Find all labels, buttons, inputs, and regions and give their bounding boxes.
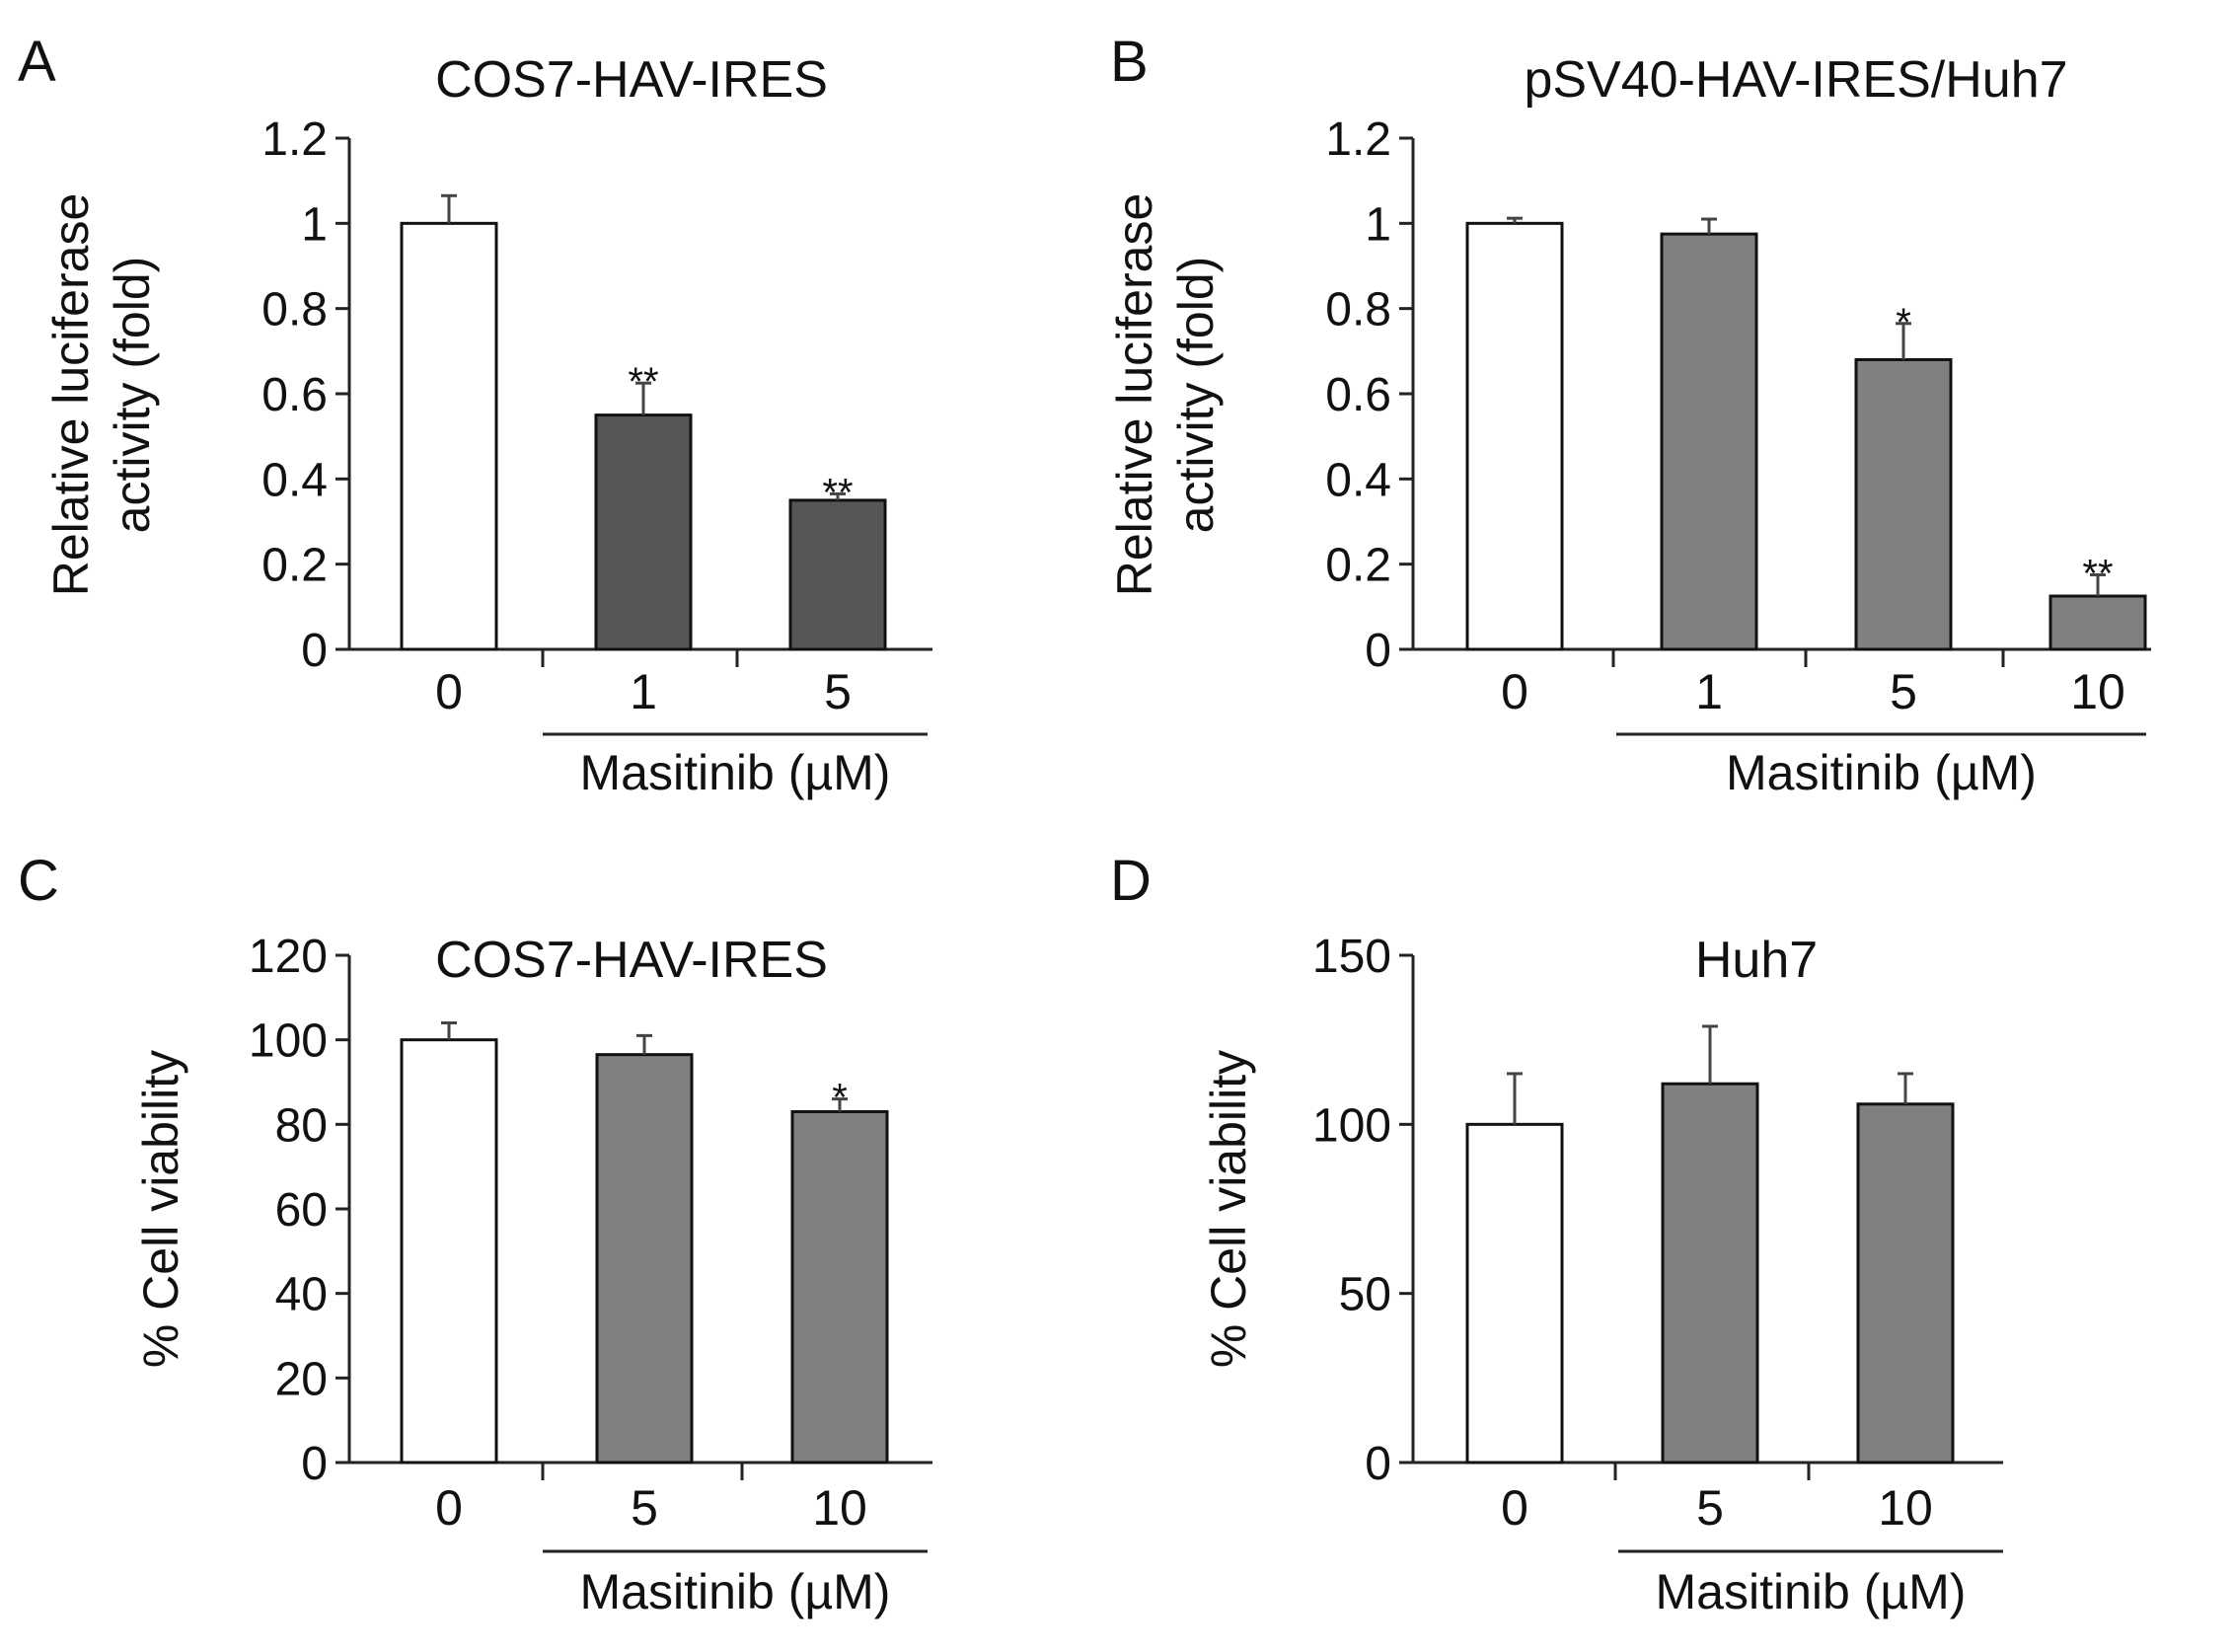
bar bbox=[400, 221, 498, 651]
bar bbox=[2048, 594, 2147, 651]
y-tick-label: 100 bbox=[1312, 1099, 1391, 1152]
significance-marker: ** bbox=[628, 360, 658, 404]
y-tick-label: 0.4 bbox=[1325, 454, 1391, 506]
chart-title: COS7-HAV-IRES bbox=[435, 51, 828, 109]
x-axis-label: Masitinib (µM) bbox=[1726, 745, 2037, 800]
bar bbox=[1660, 232, 1758, 651]
y-tick-label: 0 bbox=[301, 625, 328, 677]
y-tick-label: 60 bbox=[275, 1184, 328, 1237]
chart-panel-d: D Huh7 % Cell viability 0 50 100 150 0 5 10 Masiti… bbox=[1110, 849, 2003, 1619]
bar bbox=[594, 413, 693, 651]
y-tick-label: 100 bbox=[249, 1015, 328, 1068]
y-tick-label: 1 bbox=[301, 198, 328, 251]
bar bbox=[790, 1109, 889, 1464]
y-tick-label: 80 bbox=[275, 1099, 328, 1152]
x-axis-label: Masitinib (µM) bbox=[580, 745, 891, 800]
y-axis-label: Relative luciferase bbox=[1107, 193, 1162, 597]
x-category-label: 5 bbox=[631, 1480, 658, 1536]
x-category-label: 1 bbox=[630, 664, 657, 719]
significance-marker: * bbox=[1896, 301, 1911, 344]
bar bbox=[595, 1053, 694, 1464]
significance-marker: ** bbox=[822, 471, 853, 514]
panel-letter: B bbox=[1110, 30, 1149, 94]
chart-title: COS7-HAV-IRES bbox=[435, 932, 828, 989]
bar bbox=[1854, 357, 1953, 651]
y-tick-label: 0.8 bbox=[261, 284, 328, 337]
y-tick-label: 1 bbox=[1365, 198, 1391, 251]
y-tick-label: 20 bbox=[275, 1353, 328, 1405]
y-tick-label: 1.2 bbox=[261, 113, 328, 166]
x-category-label: 0 bbox=[1501, 664, 1528, 719]
chart-title: Huh7 bbox=[1695, 932, 1818, 989]
y-tick-label: 0.2 bbox=[261, 540, 328, 592]
x-category-label: 10 bbox=[812, 1480, 867, 1536]
y-tick-label: 0.4 bbox=[261, 454, 328, 506]
y-tick-label: 0 bbox=[1365, 625, 1391, 677]
x-axis-label: Masitinib (µM) bbox=[580, 1564, 891, 1619]
panel-letter: C bbox=[18, 849, 59, 913]
panel-letter: D bbox=[1110, 849, 1152, 913]
x-category-label: 0 bbox=[435, 1480, 463, 1536]
y-tick-label: 0.6 bbox=[1325, 369, 1391, 421]
x-category-label: 0 bbox=[1501, 1480, 1528, 1536]
x-category-label: 5 bbox=[824, 664, 852, 719]
y-tick-label: 0.8 bbox=[1325, 284, 1391, 337]
y-tick-label: 0.2 bbox=[1325, 540, 1391, 592]
y-tick-label: 120 bbox=[249, 931, 328, 983]
chart-panel-c: C COS7-HAV-IRES % Cell viability 0 20 40 60 80 1… bbox=[18, 849, 932, 1619]
y-axis-label: Relative luciferase bbox=[43, 193, 99, 597]
x-category-label: 1 bbox=[1695, 664, 1723, 719]
y-tick-label: 0.6 bbox=[261, 369, 328, 421]
significance-marker: * bbox=[832, 1077, 848, 1120]
y-tick-label: 0 bbox=[301, 1438, 328, 1490]
chart-title: pSV40-HAV-IRES/Huh7 bbox=[1524, 51, 2067, 109]
panel-letter: A bbox=[18, 30, 56, 94]
y-axis-label: activity (fold) bbox=[1168, 257, 1224, 534]
bar bbox=[1465, 1122, 1564, 1464]
bar bbox=[1661, 1082, 1759, 1464]
bar bbox=[1465, 221, 1564, 651]
y-axis-label: activity (fold) bbox=[105, 257, 160, 534]
y-axis-label: % Cell viability bbox=[133, 1050, 188, 1368]
bar bbox=[400, 1038, 498, 1464]
y-tick-label: 150 bbox=[1312, 931, 1391, 983]
bar bbox=[788, 498, 887, 651]
x-category-label: 10 bbox=[2070, 664, 2125, 719]
x-category-label: 10 bbox=[1878, 1480, 1933, 1536]
x-category-label: 5 bbox=[1890, 664, 1917, 719]
chart-panel-a: A COS7-HAV-IRES Relative luciferase activit… bbox=[18, 30, 932, 800]
y-tick-label: 0 bbox=[1365, 1438, 1391, 1490]
y-tick-label: 40 bbox=[275, 1269, 328, 1321]
y-axis-label: % Cell viability bbox=[1201, 1050, 1256, 1368]
x-category-label: 5 bbox=[1696, 1480, 1724, 1536]
y-tick-label: 1.2 bbox=[1325, 113, 1391, 166]
bar bbox=[1856, 1102, 1955, 1464]
x-category-label: 0 bbox=[435, 664, 463, 719]
y-tick-label: 50 bbox=[1339, 1269, 1391, 1321]
x-axis-label: Masitinib (µM) bbox=[1656, 1564, 1967, 1619]
significance-marker: ** bbox=[2082, 552, 2113, 595]
